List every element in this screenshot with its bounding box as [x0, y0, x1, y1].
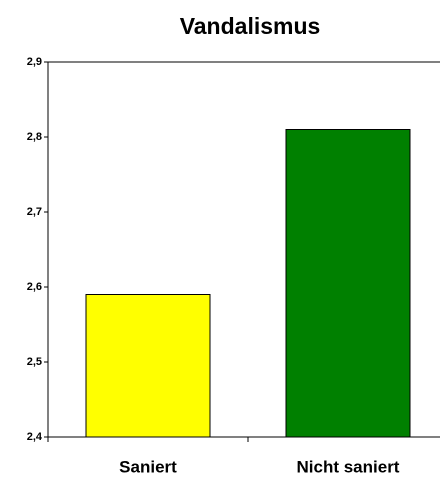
- chart-title: Vandalismus: [180, 13, 321, 39]
- y-tick-label: 2,7: [27, 206, 42, 218]
- y-tick-label: 2,8: [27, 131, 42, 143]
- y-tick-label: 2,9: [27, 56, 42, 68]
- y-tick-label: 2,6: [27, 281, 42, 293]
- y-tick-label: 2,4: [27, 431, 43, 443]
- y-tick-label: 2,5: [27, 356, 42, 368]
- x-tick-label: Nicht saniert: [297, 457, 400, 476]
- x-tick-label: Saniert: [119, 457, 177, 476]
- bar: [85, 294, 211, 438]
- bar: [285, 129, 411, 438]
